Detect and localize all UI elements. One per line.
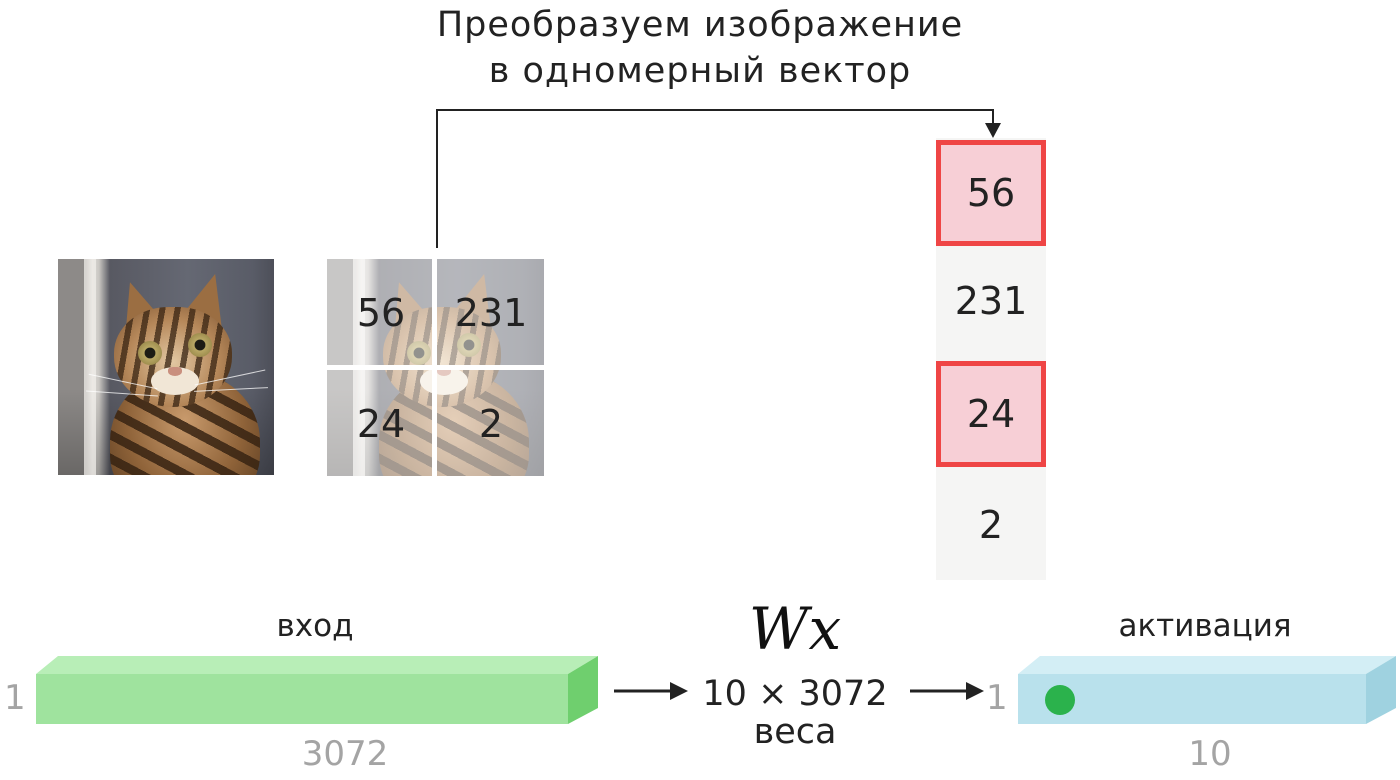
activation-cols: 10: [1188, 734, 1232, 774]
connector-arrowhead-icon: [985, 123, 1001, 138]
cat-eye-left: [138, 341, 162, 365]
diagram-title: Преобразуем изображение в одномерный век…: [400, 2, 1000, 94]
pixel-grid: 56 231 24 2: [327, 259, 544, 476]
connector-line: [436, 109, 994, 248]
cat-photo: [58, 259, 274, 475]
grid-cell-bottom-left: 24: [356, 402, 406, 446]
title-line-2: в одномерный вектор: [488, 51, 912, 91]
input-rows: 1: [4, 678, 26, 718]
arrow-head: [966, 682, 984, 700]
input-bar-front: [36, 674, 568, 724]
weights-dims: 10 × 3072: [702, 674, 888, 714]
vector-cell-4: 2: [978, 503, 1004, 547]
activation-bar-side: [1366, 656, 1396, 724]
input-bar-top: [36, 656, 598, 674]
input-label: вход: [276, 608, 354, 644]
weights-label: веса: [753, 712, 837, 752]
vector-cell-1: 56: [936, 140, 1046, 246]
input-cols: 3072: [301, 734, 389, 774]
input-bar-side: [568, 656, 598, 724]
cat-eye-right: [188, 333, 212, 357]
arrow-right-icon: [910, 682, 984, 700]
grid-cell-top-right: 231: [454, 291, 528, 335]
activation-dot: [1045, 685, 1075, 715]
activation-vector-bar: [1018, 656, 1396, 724]
cat-nose: [168, 367, 182, 376]
grid-divider-horizontal: [327, 365, 544, 370]
activation-label: активация: [1118, 608, 1292, 644]
activation-rows: 1: [986, 678, 1008, 718]
grid-cell-top-left: 56: [356, 291, 406, 335]
vector-cell-2: 231: [954, 279, 1028, 323]
vector-cell-3: 24: [936, 361, 1046, 467]
photo-post: [84, 259, 96, 475]
arrow-head: [670, 682, 688, 700]
input-vector-bar: [36, 656, 598, 724]
activation-bar-top: [1018, 656, 1396, 674]
title-line-1: Преобразуем изображение: [436, 5, 964, 45]
arrow-right-icon: [614, 682, 688, 700]
grid-cell-bottom-right: 2: [478, 402, 504, 446]
activation-bar-front: [1018, 674, 1366, 724]
weights-formula: Wx: [748, 595, 842, 663]
